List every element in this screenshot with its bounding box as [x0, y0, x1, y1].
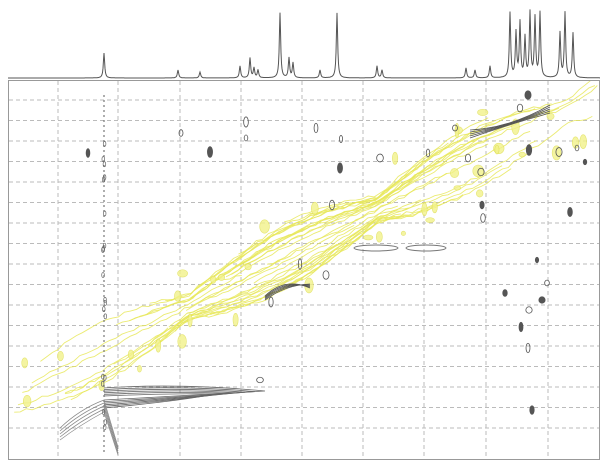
yellow-peak — [311, 202, 318, 214]
gray-peak — [337, 163, 342, 173]
gray-peak — [519, 322, 523, 332]
yellow-peak — [454, 186, 461, 191]
gray-peak — [583, 159, 587, 165]
gray-peak — [539, 297, 545, 303]
gray-peak — [530, 406, 534, 415]
yellow-peak — [137, 365, 141, 372]
gray-peak — [568, 207, 573, 216]
yellow-peak — [178, 335, 187, 349]
gray-peak — [525, 91, 531, 100]
yellow-peak — [178, 270, 188, 277]
gray-peak — [480, 201, 484, 209]
yellow-peak — [211, 276, 216, 284]
yellow-peak — [156, 339, 161, 352]
yellow-peak — [22, 358, 28, 368]
nmr-2d-spectrum — [0, 0, 604, 463]
yellow-peak — [363, 235, 372, 240]
yellow-peak — [57, 351, 63, 361]
gray-peak — [503, 290, 508, 297]
gray-peak — [535, 257, 538, 262]
yellow-peak — [478, 109, 488, 115]
gray-peak — [86, 149, 90, 158]
yellow-peak — [392, 152, 397, 164]
yellow-peak — [128, 350, 133, 359]
yellow-peak — [376, 232, 382, 243]
yellow-peak — [476, 190, 483, 197]
yellow-peak — [422, 203, 427, 216]
yellow-peak — [23, 395, 31, 407]
gray-peak — [207, 147, 212, 158]
page: (() => { const svg = document.getElement… — [0, 0, 604, 463]
yellow-peak — [580, 135, 587, 149]
yellow-peak — [426, 218, 435, 223]
yellow-peak — [547, 113, 554, 119]
yellow-peak — [245, 264, 251, 270]
gray-peak — [526, 145, 531, 156]
yellow-peak — [495, 145, 499, 154]
yellow-peak — [519, 152, 526, 157]
yellow-peak — [260, 220, 270, 233]
yellow-peak — [401, 231, 405, 235]
yellow-peak — [432, 202, 437, 213]
yellow-peak — [218, 274, 224, 280]
yellow-peak — [233, 313, 238, 326]
yellow-peak — [188, 314, 192, 327]
yellow-peak — [450, 168, 458, 177]
yellow-peak — [174, 291, 181, 302]
